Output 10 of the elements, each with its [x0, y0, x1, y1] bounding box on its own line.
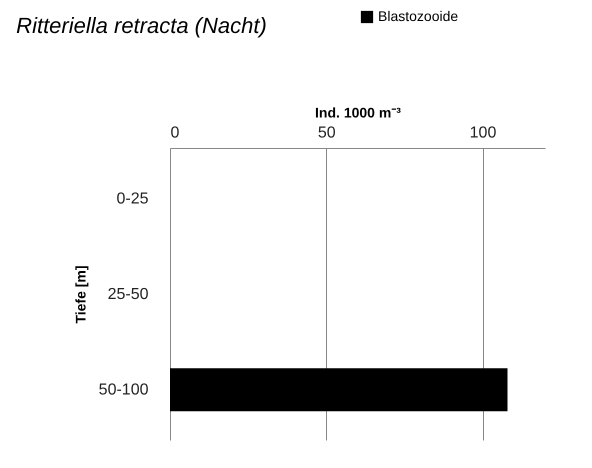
y-tick-label: 50-100	[98, 382, 149, 399]
y-tick-label: 0-25	[116, 190, 149, 208]
y-tick-label: 25-50	[108, 286, 149, 303]
x-axis-title: Ind. 1000 m⁻³	[315, 104, 402, 120]
x-tick-label: 100	[470, 124, 496, 142]
chart-title: Ritteriella retracta (Nacht)	[16, 13, 267, 38]
x-tick-label: 50	[318, 124, 336, 142]
x-tick-label: 0	[170, 124, 180, 142]
legend-label: Blastozooide	[378, 8, 458, 24]
y-axis-title: Tiefe [m]	[72, 265, 89, 324]
